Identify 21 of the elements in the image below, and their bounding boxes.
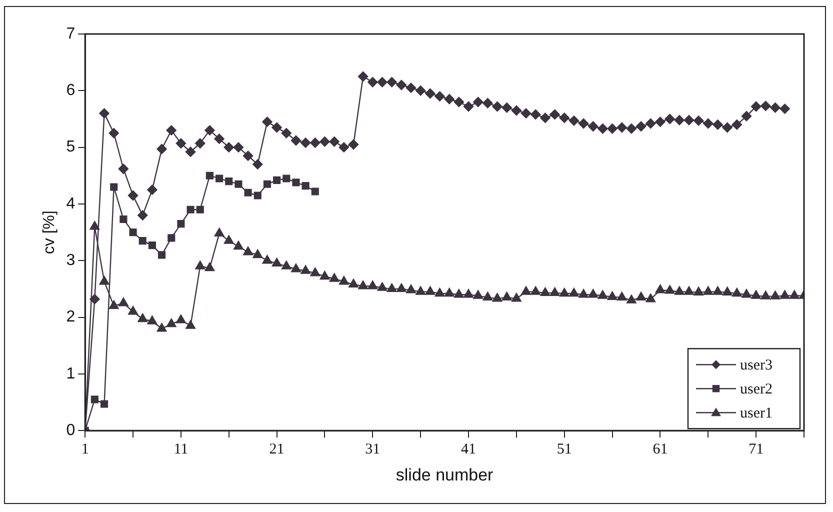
x-tick-label: 41 bbox=[461, 442, 476, 458]
legend-label: user2 bbox=[740, 382, 772, 398]
x-tick-label: 21 bbox=[269, 442, 284, 458]
legend-label: user1 bbox=[740, 406, 772, 422]
x-axis-title: slide number bbox=[396, 465, 494, 484]
x-tick-label: 31 bbox=[365, 442, 380, 458]
y-axis-title: cv [%] bbox=[41, 210, 58, 254]
x-tick-label: 61 bbox=[652, 442, 668, 458]
y-tick-label: 5 bbox=[66, 138, 76, 156]
y-tick-label: 6 bbox=[66, 82, 76, 100]
x-tick-label: 51 bbox=[556, 442, 572, 458]
x-tick-label: 11 bbox=[174, 442, 188, 458]
x-tick-label: 1 bbox=[81, 442, 89, 458]
y-tick-label: 3 bbox=[66, 252, 76, 270]
y-tick-label: 7 bbox=[66, 25, 76, 42]
legend-label: user3 bbox=[740, 358, 772, 374]
y-tick-label: 1 bbox=[66, 365, 76, 382]
y-tick-label: 0 bbox=[66, 422, 76, 440]
y-tick-label: 4 bbox=[66, 195, 76, 212]
x-tick-label: 71 bbox=[748, 442, 764, 458]
y-tick-label: 2 bbox=[66, 308, 76, 326]
